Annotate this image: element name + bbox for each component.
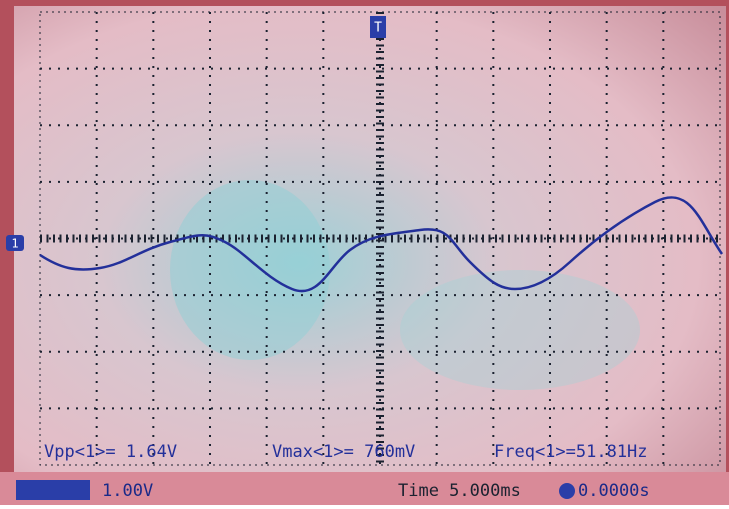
trigger-offset-icon [559,483,575,499]
measurement: Freq<1>=51.81Hz [494,442,648,462]
measurement: Vmax<1>= 760mV [272,442,415,462]
trigger-marker [370,16,386,38]
graticule [40,12,720,465]
trigger-label: T [374,21,382,36]
trigger-offset: 0.0000s [578,481,650,501]
status-bar [0,472,729,505]
volts-per-div: 1.00V [102,481,153,501]
glare [400,270,640,390]
timebase: Time 5.000ms [398,481,521,501]
channel-label: 1 [11,237,18,251]
measurement: Vpp<1>= 1.64V [44,442,177,462]
channel-box [16,480,90,500]
graticule-border [39,11,721,466]
glare [170,180,330,360]
channel-marker [6,235,24,251]
waveform [39,196,724,293]
